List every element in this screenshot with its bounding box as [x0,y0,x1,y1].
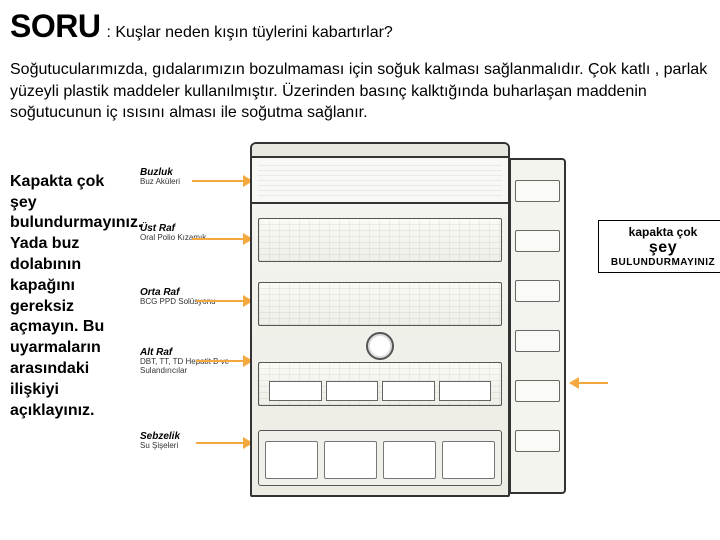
warning-line2: şey [604,239,720,257]
fridge-door [510,158,566,494]
intro-paragraph: Soğutucularımızda, gıdalarımızın bozulma… [10,59,710,124]
door-shelf [515,180,560,202]
arrow-icon [570,382,608,384]
fridge-top-panel [252,144,508,158]
door-shelf [515,380,560,402]
arrow-icon [196,300,252,302]
shelf-2 [258,282,502,326]
freezer-compartment [252,158,508,204]
callout-label: Sebzelik [140,431,180,442]
door-shelf [515,430,560,452]
door-warning-box: kapakta çok şey BULUNDURMAYINIZ [598,220,720,273]
title-row: SORU : Kuşlar neden kışın tüylerini kaba… [10,8,710,45]
door-shelf [515,230,560,252]
content-row: Kapakta çok şey bulundurmayınız. Yada bu… [10,142,710,502]
fridge-diagram: Buzluk Buz Aküleri Üst Raf Oral Polio Kı… [140,142,620,502]
warning-line1: kapakta çok [604,225,720,239]
arrow-icon [196,442,252,444]
fridge-body [250,142,510,497]
main-cabinet [252,204,508,492]
callout-buzluk: Buzluk Buz Aküleri [140,168,240,187]
door-shelf [515,330,560,352]
callout-label: Orta Raf [140,287,179,298]
soru-heading: SORU [10,8,100,45]
shelf-1 [258,218,502,262]
bottle-icon [383,441,436,479]
bottle-icon [442,441,495,479]
callout-label: Buzluk [140,167,173,178]
arrow-icon [196,360,252,362]
bottle-icon [324,441,377,479]
callout-label: Alt Raf [140,347,172,358]
shelf-3 [258,362,502,406]
bottle-icon [265,441,318,479]
callout-label: Üst Raf [140,223,175,234]
question-text: : Kuşlar neden kışın tüylerini kabartırl… [106,24,392,42]
left-instruction: Kapakta çok şey bulundurmayınız. Yada bu… [10,172,130,502]
thermostat-dial-icon [366,332,394,360]
arrow-icon [192,238,252,240]
callout-orta-raf: Orta Raf BCG PPD Solüsyonu [140,288,240,307]
arrow-icon [192,180,252,182]
vegetable-drawer [258,430,502,486]
warning-line3: BULUNDURMAYINIZ [604,257,720,268]
callout-ust-raf: Üst Raf Oral Polio Kızamık [140,224,240,243]
door-shelf [515,280,560,302]
